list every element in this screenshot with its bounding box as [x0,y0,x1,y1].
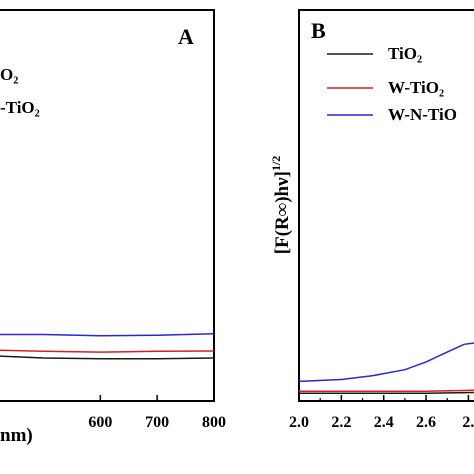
panel-b-series [298,342,474,394]
panel-a-letter: A [178,24,194,49]
panel-b-series-line-1 [299,389,474,392]
panel-b-frame [298,9,474,402]
panel-b-x-tick-label-1: 2.2 [331,414,351,431]
panel-b-x-tick-label-4: 2. [462,414,474,431]
panel-a-x-tick-label-1: 700 [145,414,169,431]
panel-b-series-line-0 [299,391,474,394]
panel-a-ticks: 600 700 800 [88,395,226,431]
panel-a-series-line-0 [0,355,215,360]
panel-a-legend-label-0: O₂ [0,65,18,84]
panel-b-legend-label-1: W-TiO₂ [388,78,444,97]
panel-b-x-tick-label-2: 2.4 [374,414,394,431]
panel-a-series-line-1 [0,349,215,353]
panel-b-x-tick-label-3: 2.6 [416,414,436,431]
panel-a-legend-label-1: -TiO₂ [0,98,40,117]
panel-b-series-line-2 [298,342,474,383]
panel-b-legend-label-0: TiO₂ [388,44,422,63]
panel-b-legend: TiO₂ W-TiO₂ W-N-TiO [327,44,457,124]
panel-a-series-line-2 [0,332,215,337]
panel-b-y-axis-title: [F(R∞)hν]1/2 [269,156,293,255]
panel-b: 2.0 2.2 2.4 2.6 2. B TiO₂ W-TiO₂ W-N-TiO [F(R∞… [269,9,474,431]
panel-a-series [0,332,215,360]
panel-b-letter: B [311,18,326,43]
panel-b-legend-label-2: W-N-TiO [388,105,457,124]
panel-a-x-tick-label-2: 800 [202,414,226,431]
panel-a-frame [0,9,215,402]
panel-b-ticks: 2.0 2.2 2.4 2.6 2. [289,395,474,431]
panel-a-x-tick-label-0: 600 [88,414,112,431]
panel-a: 600 700 800 A O₂ -TiO₂ nm) [0,9,226,446]
panel-b-y-axis-title-group: [F(R∞)hν]1/2 [269,156,293,255]
panel-b-x-tick-label-0: 2.0 [289,414,309,431]
panel-a-x-axis-title: nm) [0,425,33,446]
